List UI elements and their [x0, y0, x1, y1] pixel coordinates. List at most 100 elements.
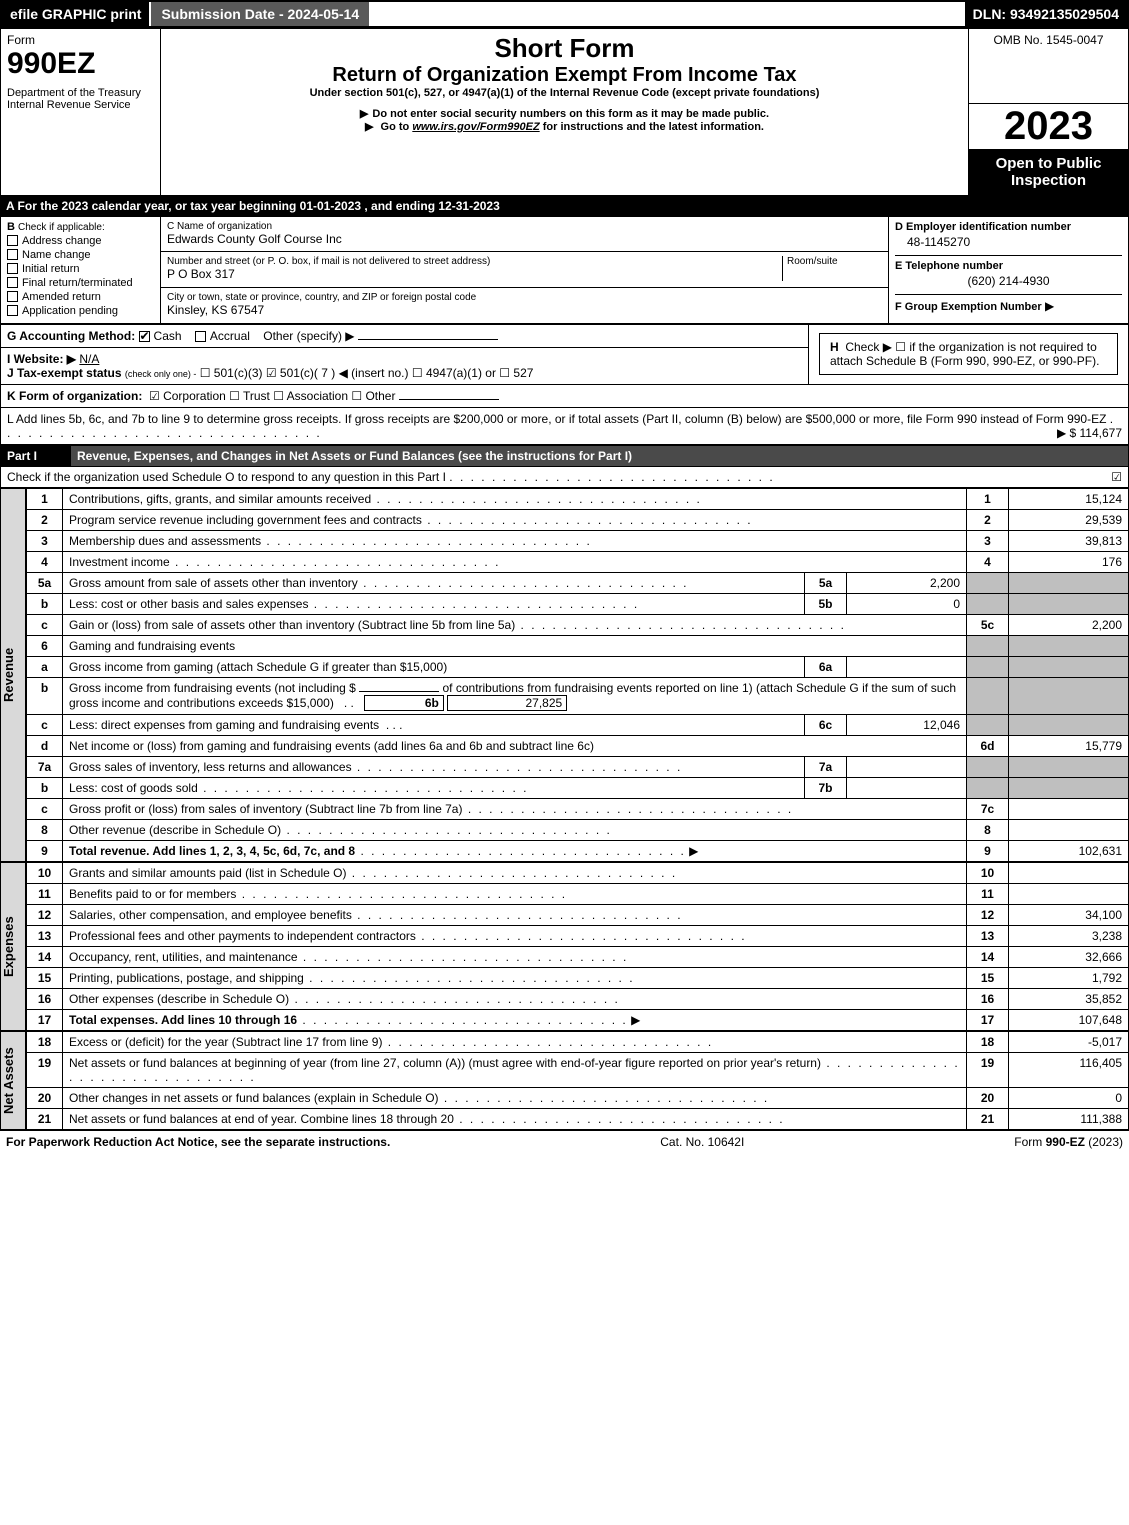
row-h-label: H [830, 340, 839, 354]
line6d-desc: Net income or (loss) from gaming and fun… [69, 739, 594, 753]
submission-date: Submission Date - 2024-05-14 [149, 2, 371, 26]
short-form-title: Short Form [167, 33, 962, 64]
line5a-desc: Gross amount from sale of assets other t… [69, 576, 358, 590]
line7c-rnum: 7c [967, 798, 1009, 819]
line10-amt [1009, 862, 1129, 883]
netassets-vertical-label: Net Assets [0, 1031, 26, 1130]
line7b-box: 7b [805, 777, 847, 798]
chk-accrual[interactable] [195, 331, 206, 342]
line6c-box: 6c [805, 714, 847, 735]
line6c-boxamt: 12,046 [847, 714, 967, 735]
row-k-label: K Form of organization: [7, 389, 142, 403]
dln-label: DLN: 93492135029504 [965, 2, 1127, 26]
line7a-desc: Gross sales of inventory, less returns a… [69, 760, 352, 774]
line9-amt: 102,631 [1009, 840, 1129, 861]
chk-address-change[interactable] [7, 235, 18, 246]
line20-amt: 0 [1009, 1087, 1129, 1108]
line12-amt: 34,100 [1009, 904, 1129, 925]
dept-label: Department of the Treasury Internal Reve… [7, 87, 154, 111]
efile-label[interactable]: efile GRAPHIC print [2, 2, 149, 26]
line4-rnum: 4 [967, 551, 1009, 572]
city-label: City or town, state or province, country… [167, 292, 882, 303]
line6a-boxamt [847, 656, 967, 677]
line7b-desc: Less: cost of goods sold [69, 781, 198, 795]
line10-desc: Grants and similar amounts paid (list in… [69, 866, 346, 880]
line18-amt: -5,017 [1009, 1031, 1129, 1052]
line8-desc: Other revenue (describe in Schedule O) [69, 823, 281, 837]
line17-amt: 107,648 [1009, 1009, 1129, 1030]
line12-rnum: 12 [967, 904, 1009, 925]
line12-desc: Salaries, other compensation, and employ… [69, 908, 352, 922]
line14-amt: 32,666 [1009, 946, 1129, 967]
line2-rnum: 2 [967, 509, 1009, 530]
line6d-amt: 15,779 [1009, 735, 1129, 756]
row-h-text: Check ▶ ☐ if the organization is not req… [830, 340, 1099, 368]
entity-info-table: B Check if applicable: Address change Na… [0, 216, 1129, 324]
chk-amended-return[interactable] [7, 291, 18, 302]
line10-rnum: 10 [967, 862, 1009, 883]
row-h-box: H Check ▶ ☐ if the organization is not r… [819, 333, 1118, 375]
irs-link[interactable]: www.irs.gov/Form990EZ [412, 121, 539, 133]
street-label: Number and street (or P. O. box, if mail… [167, 256, 782, 267]
line8-rnum: 8 [967, 819, 1009, 840]
form-number: 990EZ [7, 47, 154, 81]
line13-rnum: 13 [967, 925, 1009, 946]
chk-final-return[interactable] [7, 277, 18, 288]
line20-rnum: 20 [967, 1087, 1009, 1108]
part1-label: Part I [1, 445, 71, 466]
line5b-boxamt: 0 [847, 593, 967, 614]
note-ssn: Do not enter social security numbers on … [167, 107, 962, 120]
note2-suffix: for instructions and the latest informat… [543, 121, 764, 133]
line17-rnum: 17 [967, 1009, 1009, 1030]
expenses-section: Expenses 10 Grants and similar amounts pa… [0, 862, 1129, 1031]
top-bar: efile GRAPHIC print Submission Date - 20… [0, 0, 1129, 28]
line6b-boxamt: 27,825 [447, 695, 567, 711]
part1-checkline: Check if the organization used Schedule … [7, 470, 446, 484]
line20-desc: Other changes in net assets or fund bala… [69, 1091, 439, 1105]
line19-rnum: 19 [967, 1052, 1009, 1087]
line4-amt: 176 [1009, 551, 1129, 572]
subtitle: Under section 501(c), 527, or 4947(a)(1)… [167, 87, 962, 99]
chk-cash[interactable] [139, 331, 150, 342]
line18-rnum: 18 [967, 1031, 1009, 1052]
line3-rnum: 3 [967, 530, 1009, 551]
line9-rnum: 9 [967, 840, 1009, 861]
footer-right: Form 990-EZ (2023) [1014, 1135, 1123, 1149]
ein-value: 48-1145270 [895, 233, 1122, 255]
main-title: Return of Organization Exempt From Incom… [167, 64, 962, 87]
line4-desc: Investment income [69, 555, 170, 569]
box-e-label: E Telephone number [895, 255, 1122, 272]
expenses-vertical-label: Expenses [0, 862, 26, 1031]
line1-rnum: 1 [967, 488, 1009, 509]
line9-desc: Total revenue. Add lines 1, 2, 3, 4, 5c,… [69, 844, 355, 858]
lbl-accrual: Accrual [210, 329, 250, 343]
lbl-name-change: Name change [22, 249, 91, 261]
website-value: N/A [79, 352, 99, 366]
line9-arrow: ▶ [689, 844, 698, 858]
chk-initial-return[interactable] [7, 263, 18, 274]
lbl-application-pending: Application pending [22, 305, 118, 317]
line11-desc: Benefits paid to or for members [69, 887, 236, 901]
form-header-table: Form 990EZ Department of the Treasury In… [0, 28, 1129, 196]
netassets-section: Net Assets 18Excess or (deficit) for the… [0, 1031, 1129, 1130]
lbl-cash: Cash [154, 329, 182, 343]
line19-amt: 116,405 [1009, 1052, 1129, 1087]
line5a-boxamt: 2,200 [847, 572, 967, 593]
chk-application-pending[interactable] [7, 305, 18, 316]
room-label: Room/suite [787, 256, 882, 267]
line2-desc: Program service revenue including govern… [69, 513, 422, 527]
line3-desc: Membership dues and assessments [69, 534, 261, 548]
tax-year: 2023 [969, 104, 1128, 149]
line13-desc: Professional fees and other payments to … [69, 929, 416, 943]
line15-desc: Printing, publications, postage, and shi… [69, 971, 304, 985]
lbl-initial-return: Initial return [22, 263, 79, 275]
revenue-table: 1Contributions, gifts, grants, and simil… [26, 488, 1129, 862]
box-b-letter: B [7, 221, 15, 233]
omb-label: OMB No. 1545-0047 [975, 33, 1122, 47]
line5c-rnum: 5c [967, 614, 1009, 635]
line5a-box: 5a [805, 572, 847, 593]
line21-rnum: 21 [967, 1108, 1009, 1129]
chk-name-change[interactable] [7, 249, 18, 260]
line3-amt: 39,813 [1009, 530, 1129, 551]
box-d-label: D Employer identification number [895, 221, 1122, 233]
